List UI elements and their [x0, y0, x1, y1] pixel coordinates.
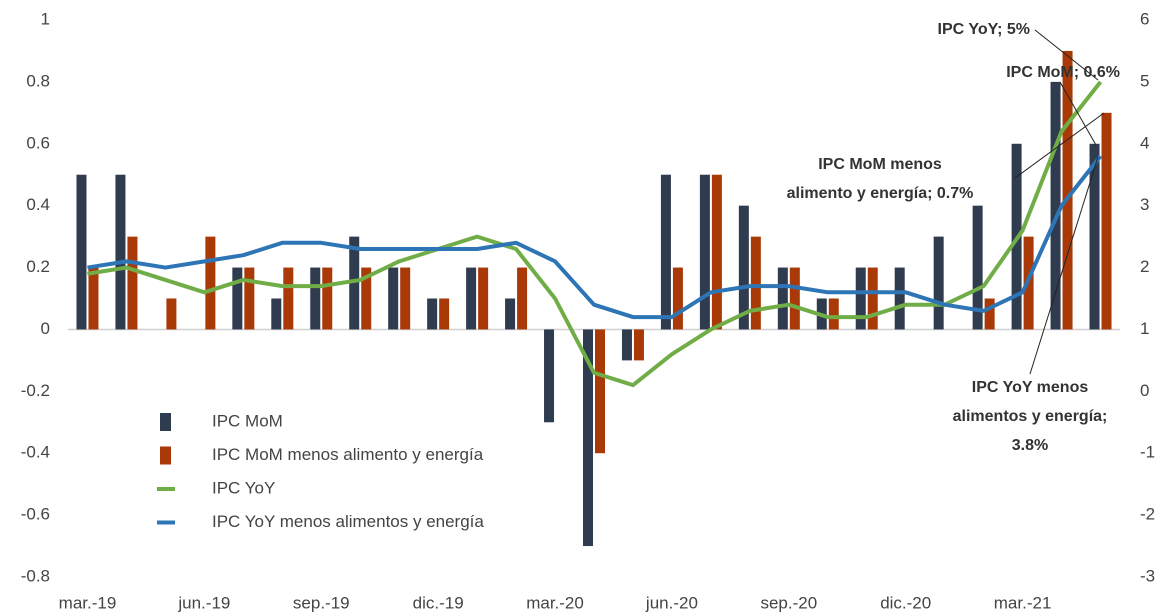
annotation: IPC YoY menos — [972, 379, 1089, 396]
bar — [633, 329, 644, 361]
y2-tick-label: 6 — [1140, 9, 1149, 28]
bar — [232, 267, 243, 330]
line — [87, 80, 1103, 388]
bar — [738, 205, 749, 330]
bar — [855, 267, 866, 330]
y2-tick-label: -3 — [1140, 566, 1155, 585]
legend-label: IPC MoM — [212, 411, 283, 430]
bar — [400, 267, 411, 330]
bar — [828, 298, 839, 330]
annotation: alimentos y energía; — [953, 408, 1108, 425]
y2-tick-label: 0 — [1140, 381, 1149, 400]
bar — [894, 267, 905, 330]
bar — [271, 298, 282, 330]
bar — [205, 236, 216, 330]
bar — [699, 174, 710, 330]
legend-label: IPC YoY — [212, 478, 275, 497]
bar — [1050, 81, 1061, 330]
bar — [127, 236, 138, 330]
bar — [621, 329, 632, 361]
bar — [115, 174, 126, 330]
bar — [517, 267, 528, 330]
annotation: IPC YoY; 5% — [938, 21, 1030, 38]
bar — [361, 267, 372, 330]
y-tick-label: 0.2 — [26, 257, 50, 276]
y-tick-label: 0 — [41, 319, 50, 338]
bar — [388, 267, 399, 330]
y2-tick-label: 4 — [1140, 133, 1149, 152]
annotation-leader — [1014, 112, 1105, 179]
x-tick-label: sep.-20 — [760, 593, 817, 612]
bar — [544, 329, 555, 423]
bar — [789, 267, 800, 330]
annotation: alimento y energía; 0.7% — [787, 185, 974, 202]
line — [87, 154, 1103, 320]
y-tick-label: 0.4 — [26, 195, 50, 214]
bar — [349, 236, 360, 330]
bar — [972, 205, 983, 330]
legend-swatch — [160, 446, 171, 465]
y-tick-label: -0.6 — [21, 505, 50, 524]
y-tick-label: 0.6 — [26, 133, 50, 152]
x-tick-label: jun.-19 — [177, 593, 230, 612]
bar — [166, 298, 177, 330]
bar — [583, 329, 593, 547]
y2-tick-label: 2 — [1140, 257, 1149, 276]
bar — [76, 174, 87, 330]
bar — [244, 267, 255, 330]
bar — [777, 267, 788, 330]
y2-tick-label: 3 — [1140, 195, 1149, 214]
bar — [478, 267, 489, 330]
annotation: IPC MoM; 0.6% — [1006, 64, 1120, 81]
bar — [750, 236, 761, 330]
annotation-leader — [1034, 29, 1099, 81]
y2-tick-label: 5 — [1140, 71, 1149, 90]
bar — [867, 267, 878, 330]
y-tick-label: 1 — [41, 9, 50, 28]
x-tick-label: sep.-19 — [293, 593, 350, 612]
bar — [439, 298, 450, 330]
y2-tick-label: -2 — [1140, 505, 1155, 524]
x-tick-label: dic.-19 — [413, 593, 464, 612]
bar — [672, 267, 683, 330]
y2-tick-label: 1 — [1140, 319, 1149, 338]
bar — [466, 267, 477, 330]
x-tick-label: mar.-20 — [526, 593, 584, 612]
annotation-leader — [1029, 156, 1099, 375]
y-tick-label: -0.4 — [21, 443, 50, 462]
bar — [1101, 112, 1112, 330]
bar — [711, 174, 722, 330]
bar — [933, 236, 944, 330]
legend-label: IPC YoY menos alimentos y energía — [212, 512, 484, 531]
y-tick-label: -0.8 — [21, 566, 50, 585]
x-tick-label: dic.-20 — [880, 593, 931, 612]
y-tick-label: 0.8 — [26, 71, 50, 90]
bar — [984, 298, 995, 330]
legend-label: IPC MoM menos alimento y energía — [212, 445, 484, 464]
legend-swatch — [160, 413, 171, 431]
annotation-leader — [1059, 81, 1097, 146]
bar — [283, 267, 294, 330]
y2-tick-label: -1 — [1140, 443, 1155, 462]
bar — [1089, 143, 1100, 330]
x-tick-label: jun.-20 — [645, 593, 698, 612]
bar — [88, 267, 99, 330]
bar — [310, 267, 321, 330]
bar — [595, 329, 605, 454]
annotation: IPC MoM menos — [818, 156, 942, 173]
annotation: 3.8% — [1012, 437, 1048, 454]
x-tick-label: mar.-19 — [59, 593, 117, 612]
bar — [505, 298, 516, 330]
bar — [427, 298, 438, 330]
bar — [322, 267, 333, 330]
bar — [660, 174, 671, 330]
bar — [1062, 50, 1073, 330]
x-tick-label: mar.-21 — [994, 593, 1052, 612]
y-tick-label: -0.2 — [21, 381, 50, 400]
